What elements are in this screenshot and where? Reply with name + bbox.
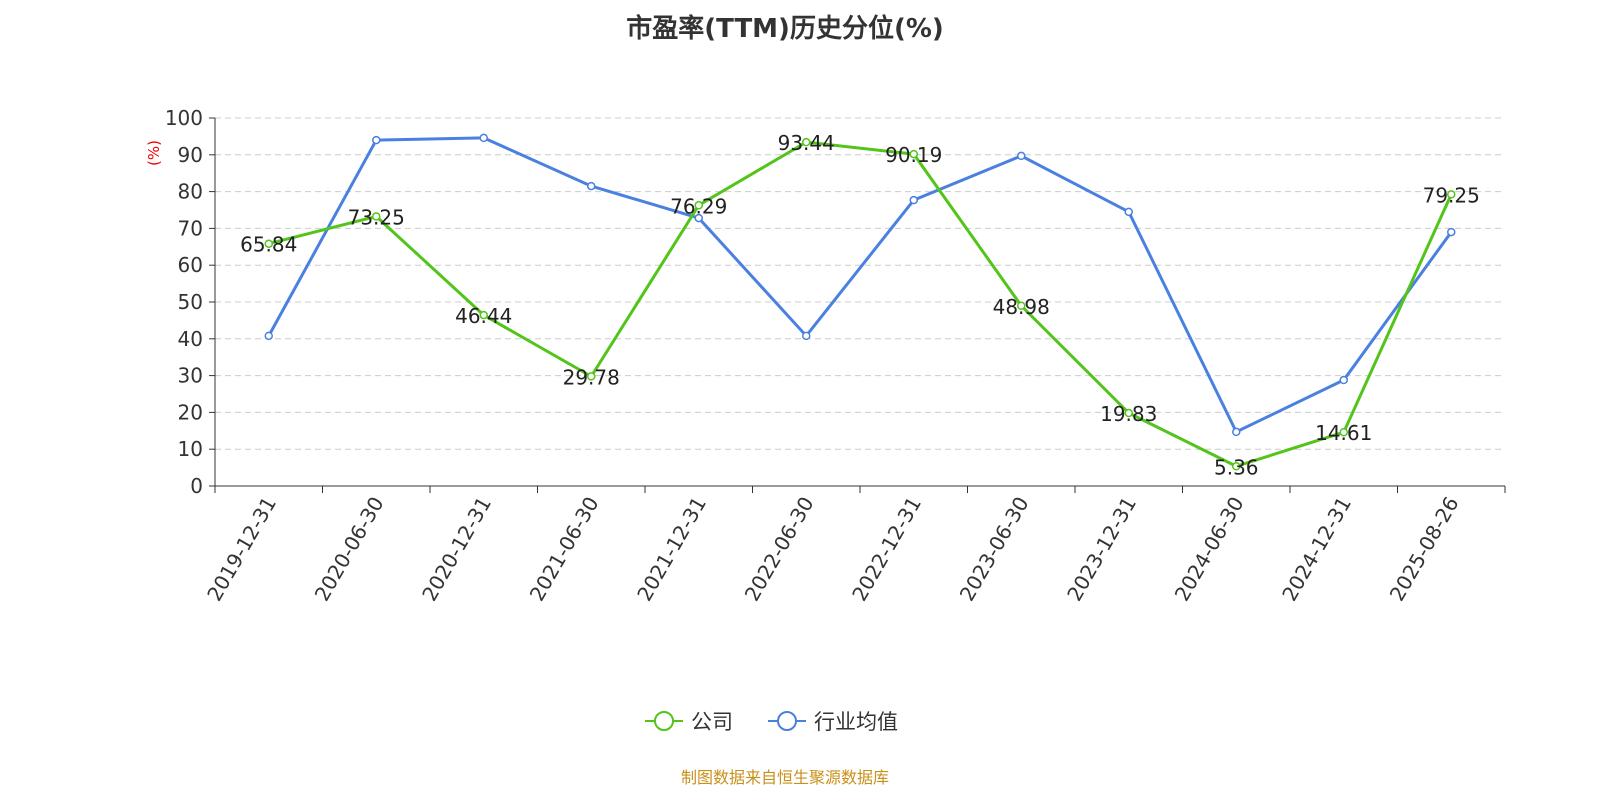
x-tick-label: 2023-06-30 [955, 493, 1034, 606]
series-line [268, 140, 1453, 468]
data-point [909, 149, 918, 159]
data-point [264, 239, 273, 248]
data-label: 73.25 [348, 205, 405, 229]
data-label: 46.44 [455, 304, 512, 328]
x-tick-label: 2021-12-31 [632, 493, 711, 606]
data-label: 5.36 [1214, 455, 1259, 479]
y-tick-label: 90 [178, 143, 203, 167]
data-label: 29.78 [563, 365, 620, 389]
data-point [909, 195, 918, 205]
x-tick-label: 2023-12-31 [1062, 493, 1141, 606]
y-tick-label: 20 [178, 400, 203, 424]
y-tick-label: 80 [178, 180, 203, 204]
y-tick-label: 30 [178, 364, 203, 388]
data-point [694, 213, 703, 223]
y-tick-label: 50 [178, 290, 203, 314]
data-point [264, 331, 273, 341]
legend-marker [654, 711, 674, 731]
x-tick-label: 2025-08-26 [1385, 493, 1464, 606]
x-tick-label: 2019-12-31 [202, 493, 281, 606]
data-point [587, 372, 596, 381]
data-label: 14.61 [1315, 421, 1372, 445]
y-tick-label: 10 [178, 437, 203, 461]
data-label: 48.98 [993, 295, 1050, 319]
data-point [372, 135, 381, 145]
data-point [1339, 427, 1348, 437]
y-tick-label: 60 [178, 253, 203, 277]
data-label: 90.19 [885, 143, 942, 167]
data-point [1447, 227, 1456, 237]
data-point [1447, 190, 1456, 199]
y-tick-label: 0 [190, 474, 203, 498]
y-tick-label: 100 [165, 106, 203, 130]
data-point [1124, 207, 1133, 217]
x-tick-label: 2024-12-31 [1277, 493, 1356, 606]
data-point [479, 133, 488, 143]
data-point [479, 310, 488, 320]
data-label: 76.29 [670, 194, 727, 218]
y-axis-label: (%) [145, 140, 163, 166]
data-point [1017, 151, 1026, 161]
legend-label: 行业均值 [814, 710, 898, 734]
chart-title: 市盈率(TTM)历史分位(%) [626, 14, 944, 44]
data-point [1339, 375, 1348, 385]
data-point [372, 212, 381, 221]
x-tick-label: 2022-12-31 [847, 493, 926, 606]
legend-marker [777, 711, 797, 731]
x-tick-label: 2021-06-30 [525, 493, 604, 606]
y-tick-label: 70 [178, 216, 203, 240]
data-point [694, 201, 703, 210]
y-tick-label: 40 [178, 327, 203, 351]
data-point [802, 331, 811, 341]
series-line [267, 136, 1453, 434]
data-point [587, 181, 596, 191]
data-point [1124, 408, 1133, 418]
data-label: 93.44 [778, 131, 835, 155]
x-tick-label: 2020-06-30 [310, 493, 389, 606]
data-point [1232, 427, 1241, 437]
source-footer: 制图数据来自恒生聚源数据库 [680, 768, 889, 787]
data-label: 65.84 [240, 233, 297, 257]
x-tick-label: 2020-12-31 [417, 493, 496, 606]
data-label: 79.25 [1423, 183, 1480, 207]
x-tick-label: 2022-06-30 [740, 493, 819, 606]
x-tick-label: 2024-06-30 [1170, 493, 1249, 606]
data-label: 19.83 [1100, 402, 1157, 426]
data-point [1017, 301, 1026, 311]
legend-label: 公司 [691, 710, 733, 734]
line-chart: 0 10 20 30 40 50 60 70 80 90 100(%) 2019-12-31 2020-… [145, 106, 1506, 734]
data-point [1232, 462, 1241, 471]
data-point [802, 137, 811, 147]
